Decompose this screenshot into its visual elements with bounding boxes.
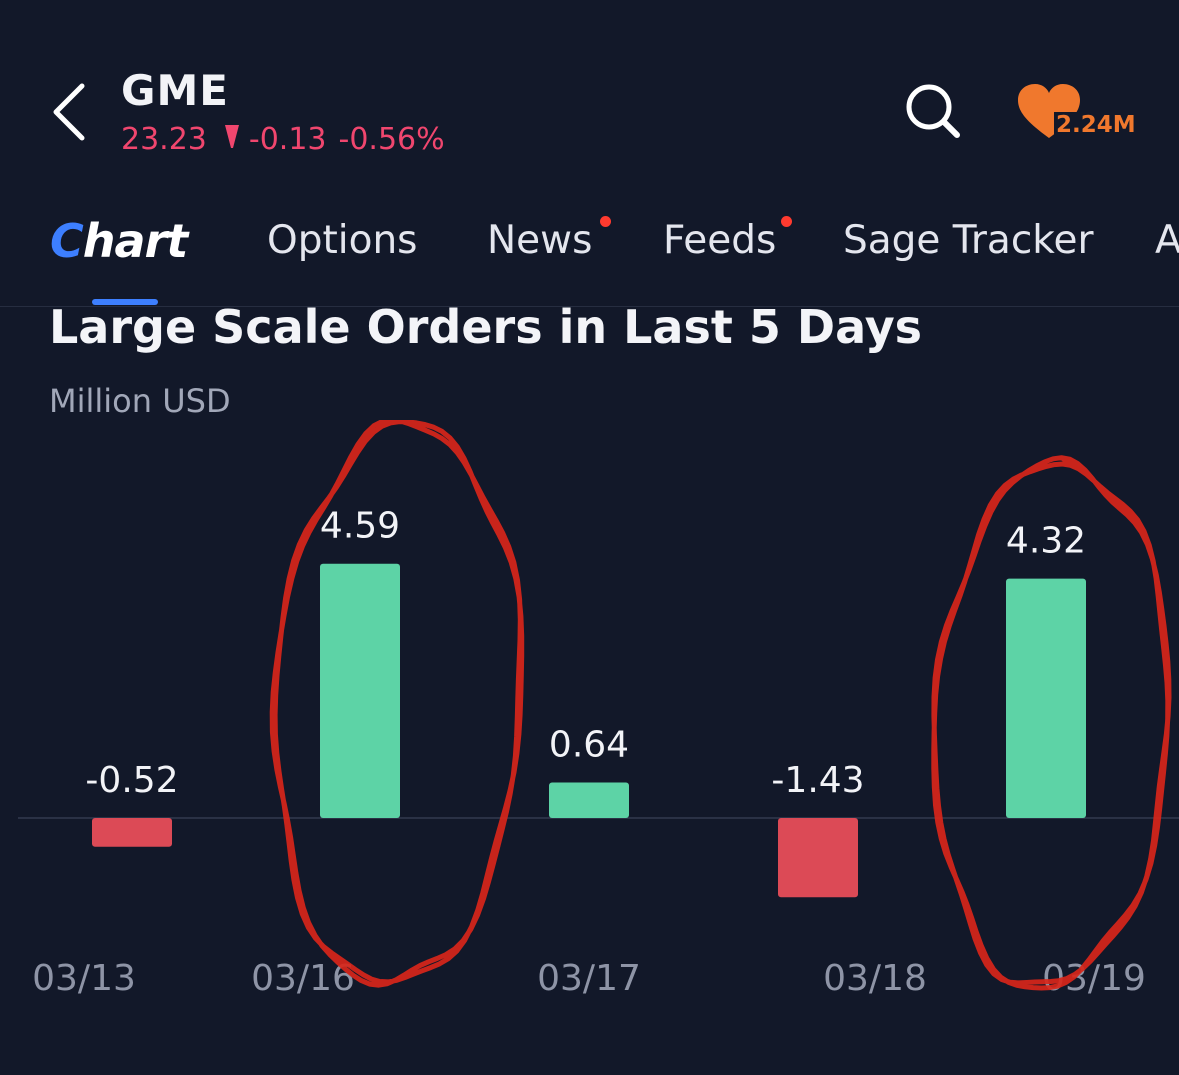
tab-news[interactable]: News xyxy=(487,218,593,263)
highlight-circle-03-16 xyxy=(269,420,525,988)
price-change: -0.13 xyxy=(248,122,327,157)
price-change-percent: -0.56% xyxy=(338,122,445,157)
tab-feeds[interactable]: Feeds xyxy=(663,218,777,263)
data-label: 4.59 xyxy=(320,506,400,547)
price-quote: 23.23 -0.13 -0.56% xyxy=(121,122,445,157)
x-tick-label: 03/13 xyxy=(32,958,136,999)
tab-more[interactable]: A xyxy=(1155,218,1179,263)
search-icon xyxy=(906,84,960,138)
data-label: -0.52 xyxy=(85,760,178,801)
data-label: -1.43 xyxy=(771,760,864,801)
feeds-notification-dot xyxy=(781,216,792,227)
last-price: 23.23 xyxy=(121,122,207,157)
section-title: Large Scale Orders in Last 5 Days xyxy=(49,300,923,354)
x-tick-label: 03/18 xyxy=(823,958,927,999)
search-button[interactable] xyxy=(902,80,964,142)
tab-chart-rest: hart xyxy=(82,214,188,268)
ticker-symbol: GME xyxy=(121,66,229,115)
tab-sage-tracker[interactable]: Sage Tracker xyxy=(843,218,1094,263)
bar-03-17 xyxy=(549,782,629,818)
down-arrow-icon xyxy=(224,122,239,157)
large-orders-bar-chart: -0.5203/134.5903/160.6403/17-1.4303/184.… xyxy=(18,420,1179,999)
bar-03-13 xyxy=(92,818,172,847)
tab-options[interactable]: Options xyxy=(267,218,418,263)
tab-chart-initial: C xyxy=(50,214,84,268)
bar-03-16 xyxy=(320,563,400,818)
tab-bar: Chart Options News Feeds Sage Tracker A xyxy=(0,200,1179,307)
back-button[interactable] xyxy=(48,80,92,144)
bar-03-18 xyxy=(778,818,858,898)
chevron-left-icon xyxy=(53,83,85,141)
watchlist-button[interactable]: 2.24M xyxy=(1016,82,1146,142)
data-label: 4.32 xyxy=(1006,521,1086,562)
highlight-circle-03-19 xyxy=(931,455,1172,991)
active-tab-indicator xyxy=(92,299,158,305)
news-notification-dot xyxy=(600,216,611,227)
x-tick-label: 03/17 xyxy=(537,958,641,999)
tab-chart[interactable]: Chart xyxy=(50,214,188,268)
data-label: 0.64 xyxy=(549,725,629,766)
app-header: GME 23.23 -0.13 -0.56% 2.24M xyxy=(0,0,1179,190)
watch-count: 2.24M xyxy=(1056,112,1136,138)
unit-label: Million USD xyxy=(49,382,231,420)
bar-03-19 xyxy=(1006,578,1086,818)
heart-icon xyxy=(1018,84,1086,142)
